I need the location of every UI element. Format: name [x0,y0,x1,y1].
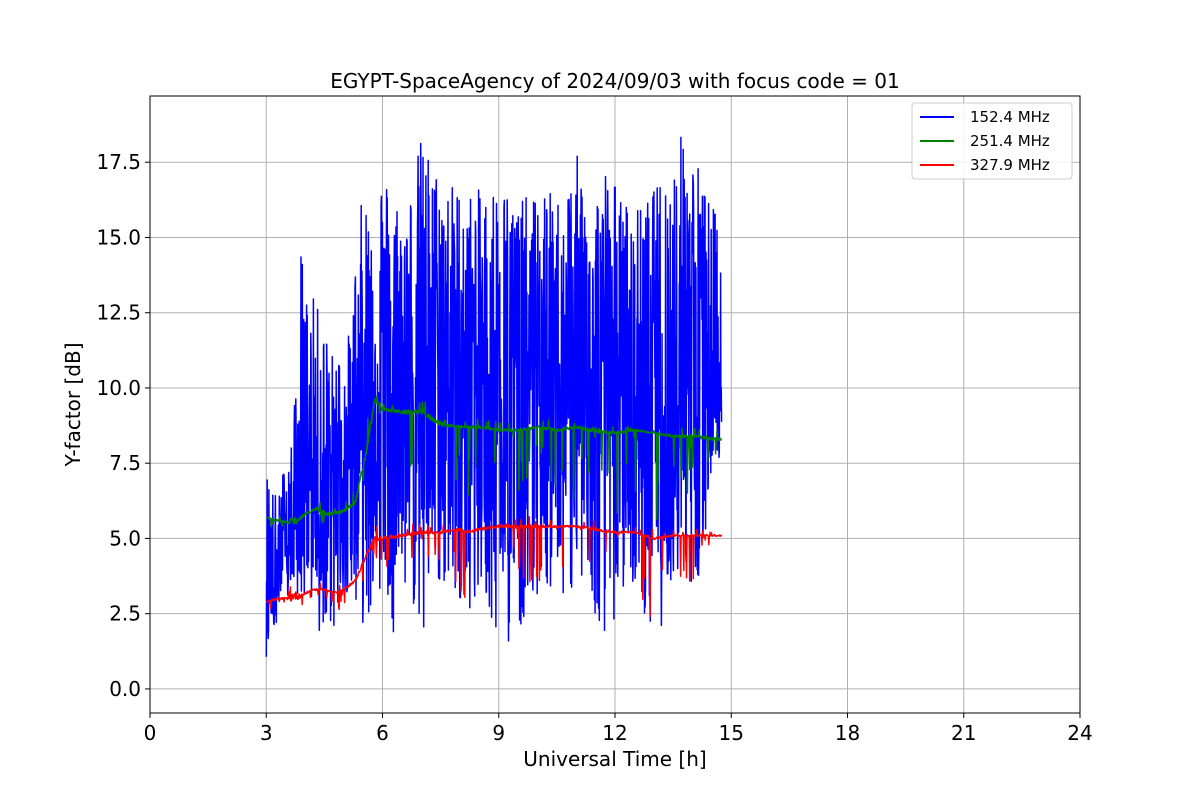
chart-title: EGYPT-SpaceAgency of 2024/09/03 with foc… [330,69,899,93]
x-tick-label: 9 [492,721,505,745]
legend: 152.4 MHz 251.4 MHz 327.9 MHz [911,102,1073,180]
x-tick-label: 15 [719,721,744,745]
x-tick-label: 18 [835,721,860,745]
x-tick-label: 6 [376,721,389,745]
legend-box [911,102,1073,180]
legend-label-152-4-mhz: 152.4 MHz [970,108,1050,126]
y-tick-label: 2.5 [109,602,141,626]
y-tick-label: 15.0 [96,225,141,249]
y-tick-label: 5.0 [109,526,141,550]
x-tick-label: 24 [1067,721,1092,745]
y-tick-label: 7.5 [109,451,141,475]
series-group [265,136,723,657]
series-line-251-4-mhz [265,395,722,528]
legend-label-327-9-mhz: 327.9 MHz [970,156,1050,174]
x-axis-label: Universal Time [h] [523,747,706,771]
x-tick-label: 3 [260,721,273,745]
x-tick-label: 21 [951,721,976,745]
y-tick-label: 10.0 [96,376,141,400]
y-tick-label: 12.5 [96,301,141,325]
y-tick-label: 17.5 [96,150,141,174]
legend-label-251-4-mhz: 251.4 MHz [970,132,1050,150]
y-tick-label: 0.0 [109,677,141,701]
x-axis: 0 3 6 9 12 15 18 21 24 [144,713,1093,745]
x-tick-label: 0 [144,721,157,745]
y-axis-label: Y-factor [dB] [61,342,85,467]
y-axis: 0.0 2.5 5.0 7.5 10.0 12.5 15.0 17.5 [96,150,150,701]
series-line-327-9-mhz [265,515,723,617]
x-tick-label: 12 [602,721,627,745]
series-line-152-4-mhz [265,136,723,657]
